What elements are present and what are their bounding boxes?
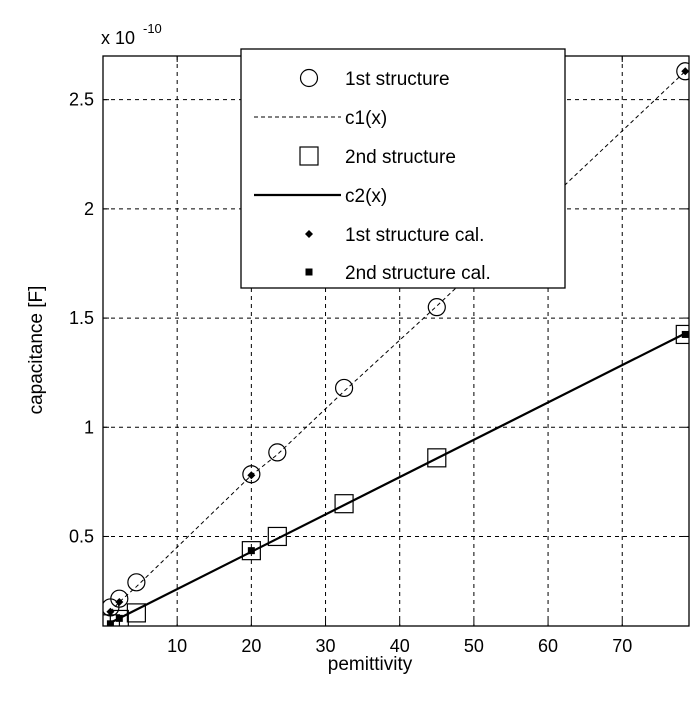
x-tick-label: 60	[538, 636, 558, 656]
legend-label-1st-structure: 1st structure	[345, 69, 450, 90]
y-axis-label: capacitance [F]	[26, 286, 47, 415]
x-tick-label: 50	[464, 636, 484, 656]
y-tick-label: 1.5	[69, 308, 94, 328]
data-point-2nd-structure-cal	[682, 331, 689, 338]
x-tick-label: 70	[612, 636, 632, 656]
y-tick-label: 0.5	[69, 526, 94, 546]
legend-label-c1-x: c1(x)	[345, 108, 387, 129]
x-tick-label: 10	[167, 636, 187, 656]
legend-label-1st-structure-cal: 1st structure cal.	[345, 225, 484, 246]
data-point-2nd-structure-cal	[116, 615, 123, 622]
legend: 1st structure c1(x) 2nd structure c2(x) 1st …	[241, 49, 565, 288]
x-tick-label: 20	[241, 636, 261, 656]
x-tick-label: 40	[390, 636, 410, 656]
legend-label-2nd-structure: 2nd structure	[345, 147, 456, 168]
legend-symbol-2nd-structure-cal	[306, 269, 313, 276]
legend-label-2nd-structure-cal: 2nd structure cal.	[345, 263, 491, 284]
y-exponent-base: x 10	[101, 28, 135, 48]
x-tick-label: 30	[316, 636, 336, 656]
y-tick-label: 2.5	[69, 90, 94, 110]
y-exponent-power: -10	[143, 21, 162, 36]
y-tick-label: 2	[84, 199, 94, 219]
y-tick-label: 1	[84, 417, 94, 437]
legend-label-c2-x: c2(x)	[345, 186, 387, 207]
x-axis-label: pemittivity	[328, 654, 413, 675]
data-point-2nd-structure-cal	[248, 547, 255, 554]
